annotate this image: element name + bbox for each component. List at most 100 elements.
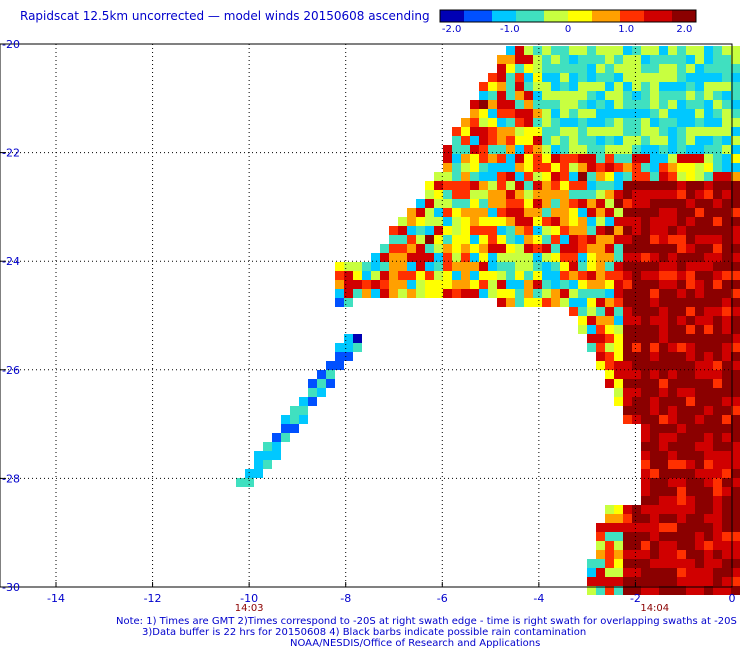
data-cell: [677, 577, 686, 586]
data-cell: [542, 145, 551, 154]
data-cell: [731, 451, 740, 460]
data-cell: [533, 136, 542, 145]
data-cell: [704, 478, 713, 487]
data-cell: [461, 163, 470, 172]
data-cell: [686, 505, 695, 514]
data-cell: [587, 64, 596, 73]
swath-data-cells: [236, 46, 740, 595]
data-cell: [641, 442, 650, 451]
data-cell: [497, 136, 506, 145]
data-cell: [677, 406, 686, 415]
colorbar-step: [552, 10, 557, 22]
data-cell: [722, 316, 731, 325]
data-cell: [479, 136, 488, 145]
data-cell: [722, 262, 731, 271]
data-cell: [614, 172, 623, 181]
data-cell: [515, 181, 524, 190]
data-cell: [560, 244, 569, 253]
data-cell: [623, 172, 632, 181]
data-cell: [659, 514, 668, 523]
data-cell: [443, 226, 452, 235]
data-cell: [695, 505, 704, 514]
colorbar-step: [520, 10, 525, 22]
data-cell: [470, 118, 479, 127]
data-cell: [596, 154, 605, 163]
data-cell: [641, 334, 650, 343]
data-cell: [614, 343, 623, 352]
data-cell: [290, 415, 299, 424]
data-cell: [254, 469, 263, 478]
data-cell: [713, 145, 722, 154]
x-tick-label: -12: [144, 592, 162, 605]
data-cell: [686, 424, 695, 433]
data-cell: [650, 181, 659, 190]
data-cell: [668, 199, 677, 208]
data-cell: [425, 217, 434, 226]
data-cell: [362, 289, 371, 298]
data-cell: [569, 136, 578, 145]
data-cell: [596, 559, 605, 568]
data-cell: [425, 208, 434, 217]
data-cell: [677, 568, 686, 577]
data-cell: [704, 388, 713, 397]
data-cell: [677, 235, 686, 244]
data-cell: [587, 145, 596, 154]
time-label: 14:03: [235, 603, 264, 614]
data-cell: [344, 289, 353, 298]
x-tick-label: 0: [729, 592, 736, 605]
data-cell: [560, 199, 569, 208]
data-cell: [659, 541, 668, 550]
data-cell: [461, 208, 470, 217]
data-cell: [722, 181, 731, 190]
data-cell: [461, 271, 470, 280]
data-cell: [452, 262, 461, 271]
data-cell: [722, 541, 731, 550]
data-cell: [650, 388, 659, 397]
data-cell: [434, 235, 443, 244]
data-cell: [515, 190, 524, 199]
y-tick-label: -30: [2, 581, 20, 594]
data-cell: [641, 235, 650, 244]
data-cell: [650, 235, 659, 244]
data-cell: [641, 253, 650, 262]
data-cell: [614, 361, 623, 370]
data-cell: [605, 505, 614, 514]
data-cell: [668, 388, 677, 397]
data-cell: [731, 289, 740, 298]
data-cell: [677, 127, 686, 136]
colorbar-step: [440, 10, 445, 22]
data-cell: [497, 244, 506, 253]
data-cell: [731, 433, 740, 442]
data-cell: [551, 163, 560, 172]
data-cell: [641, 370, 650, 379]
data-cell: [596, 64, 605, 73]
data-cell: [605, 379, 614, 388]
data-cell: [713, 334, 722, 343]
data-cell: [542, 163, 551, 172]
data-cell: [623, 127, 632, 136]
data-cell: [605, 118, 614, 127]
data-cell: [479, 271, 488, 280]
data-cell: [731, 73, 740, 82]
data-cell: [434, 217, 443, 226]
colorbar-step: [676, 10, 681, 22]
data-cell: [605, 190, 614, 199]
data-cell: [686, 46, 695, 55]
data-cell: [632, 64, 641, 73]
data-cell: [623, 82, 632, 91]
data-cell: [704, 55, 713, 64]
data-cell: [713, 172, 722, 181]
data-cell: [488, 127, 497, 136]
data-cell: [704, 343, 713, 352]
data-cell: [407, 244, 416, 253]
data-cell: [695, 226, 704, 235]
colorbar-step: [488, 10, 493, 22]
data-cell: [722, 235, 731, 244]
data-cell: [335, 352, 344, 361]
data-cell: [470, 190, 479, 199]
data-cell: [695, 379, 704, 388]
data-cell: [623, 370, 632, 379]
data-cell: [650, 433, 659, 442]
data-cell: [596, 550, 605, 559]
data-cell: [659, 298, 668, 307]
